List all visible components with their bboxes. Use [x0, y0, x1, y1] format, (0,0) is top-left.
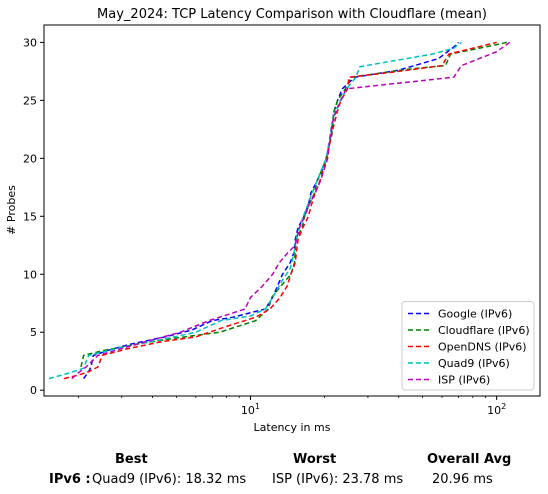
summary-worst-value: ISP (IPv6): 23.78 ms [272, 472, 404, 487]
y-tick-label: 25 [23, 94, 37, 107]
y-axis-label: # Probes [5, 185, 18, 235]
legend-label: OpenDNS (IPv6) [438, 341, 527, 354]
y-tick-label: 30 [23, 36, 37, 49]
y-tick-label: 0 [30, 384, 37, 397]
legend-label: Google (IPv6) [438, 308, 512, 321]
y-tick-label: 15 [23, 210, 37, 223]
summary-avg-value: 20.96 ms [432, 472, 493, 487]
x-tick-label: 101 [241, 402, 260, 417]
y-tick-label: 20 [23, 152, 37, 165]
summary-worst-header: Worst [293, 452, 337, 467]
legend-label: Cloudflare (IPv6) [438, 324, 530, 337]
legend-box [401, 301, 535, 391]
summary-avg-header: Overall Avg [427, 452, 512, 467]
y-tick-label: 10 [23, 268, 37, 281]
series-lines [48, 41, 511, 380]
series-line-4 [71, 41, 511, 380]
latency-chart: May_2024: TCP Latency Comparison with Cl… [5, 7, 541, 434]
plot-area-frame [43, 24, 541, 397]
summary-best-value: Quad9 (IPv6): 18.32 ms [92, 472, 247, 487]
legend-label: ISP (IPv6) [438, 374, 490, 387]
series-line-0 [82, 41, 460, 380]
x-tick-label: 102 [487, 402, 506, 417]
x-axis-label: Latency in ms [254, 421, 331, 434]
chart-title: May_2024: TCP Latency Comparison with Cl… [97, 7, 487, 22]
series-line-3 [48, 41, 462, 380]
summary-row-label: IPv6 : [49, 472, 91, 487]
summary-best-header: Best [115, 452, 148, 467]
legend-label: Quad9 (IPv6) [438, 357, 510, 370]
series-line-1 [80, 41, 507, 368]
legend: Google (IPv6) Cloudflare (IPv6) OpenDNS (I… [401, 301, 535, 391]
y-tick-label: 5 [30, 326, 37, 339]
